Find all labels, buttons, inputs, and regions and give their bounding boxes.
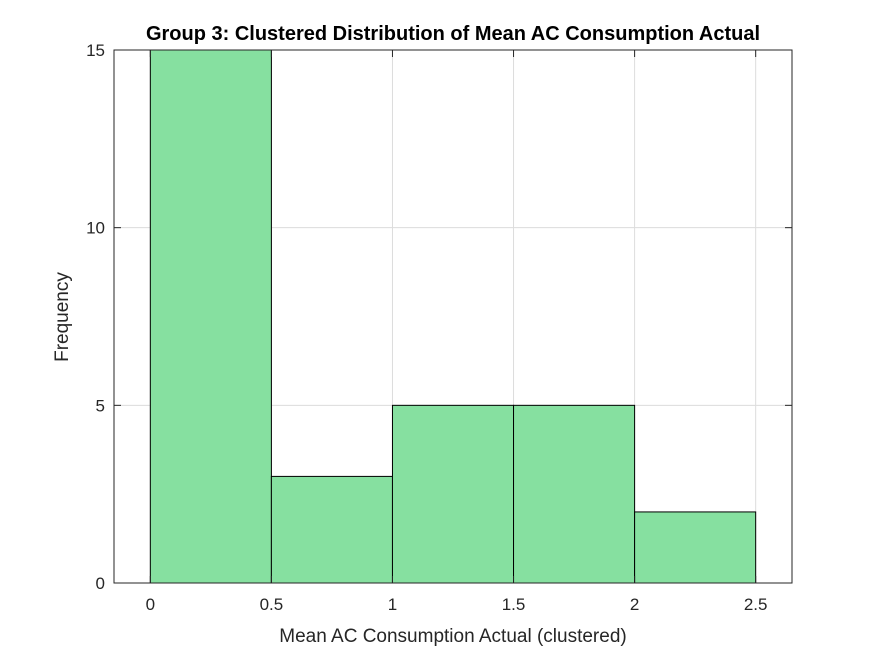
- histogram-bar: [513, 404, 636, 584]
- y-tick-label: 15: [86, 41, 105, 60]
- x-axis-label: Mean AC Consumption Actual (clustered): [279, 626, 626, 647]
- chart-title: Group 3: Clustered Distribution of Mean …: [146, 23, 760, 45]
- x-tick-label: 1: [388, 595, 397, 614]
- x-tick-label: 2: [630, 595, 639, 614]
- histogram-bar: [149, 49, 272, 584]
- axes-box: [113, 49, 793, 584]
- x-tick-label: 1.5: [502, 595, 526, 614]
- axis-ticks: 0 0.5 1 1.5 2 2.5 0 5 10 15: [86, 41, 792, 614]
- y-axis-label: Frequency: [52, 272, 73, 362]
- x-tick-label: 0: [146, 595, 155, 614]
- histogram-bar: [270, 475, 393, 584]
- y-tick-label: 0: [96, 574, 105, 593]
- x-tick-label: 0.5: [260, 595, 284, 614]
- x-tick-label: 2.5: [744, 595, 768, 614]
- y-tick-label: 10: [86, 219, 105, 238]
- y-tick-label: 5: [96, 396, 105, 415]
- histogram-bar: [634, 511, 757, 584]
- histogram-bars: [149, 49, 757, 584]
- histogram-bar: [391, 404, 515, 584]
